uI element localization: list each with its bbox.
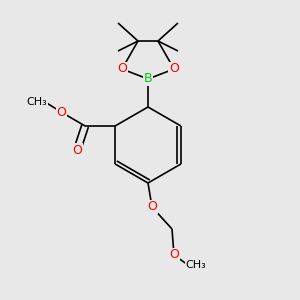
Text: CH₃: CH₃ <box>27 97 47 107</box>
Text: CH₃: CH₃ <box>186 260 206 270</box>
Text: O: O <box>169 248 179 262</box>
Text: O: O <box>56 106 66 118</box>
Text: O: O <box>169 62 179 76</box>
Text: O: O <box>117 62 127 76</box>
Text: O: O <box>147 200 157 214</box>
Text: O: O <box>72 143 82 157</box>
Text: B: B <box>144 73 152 85</box>
